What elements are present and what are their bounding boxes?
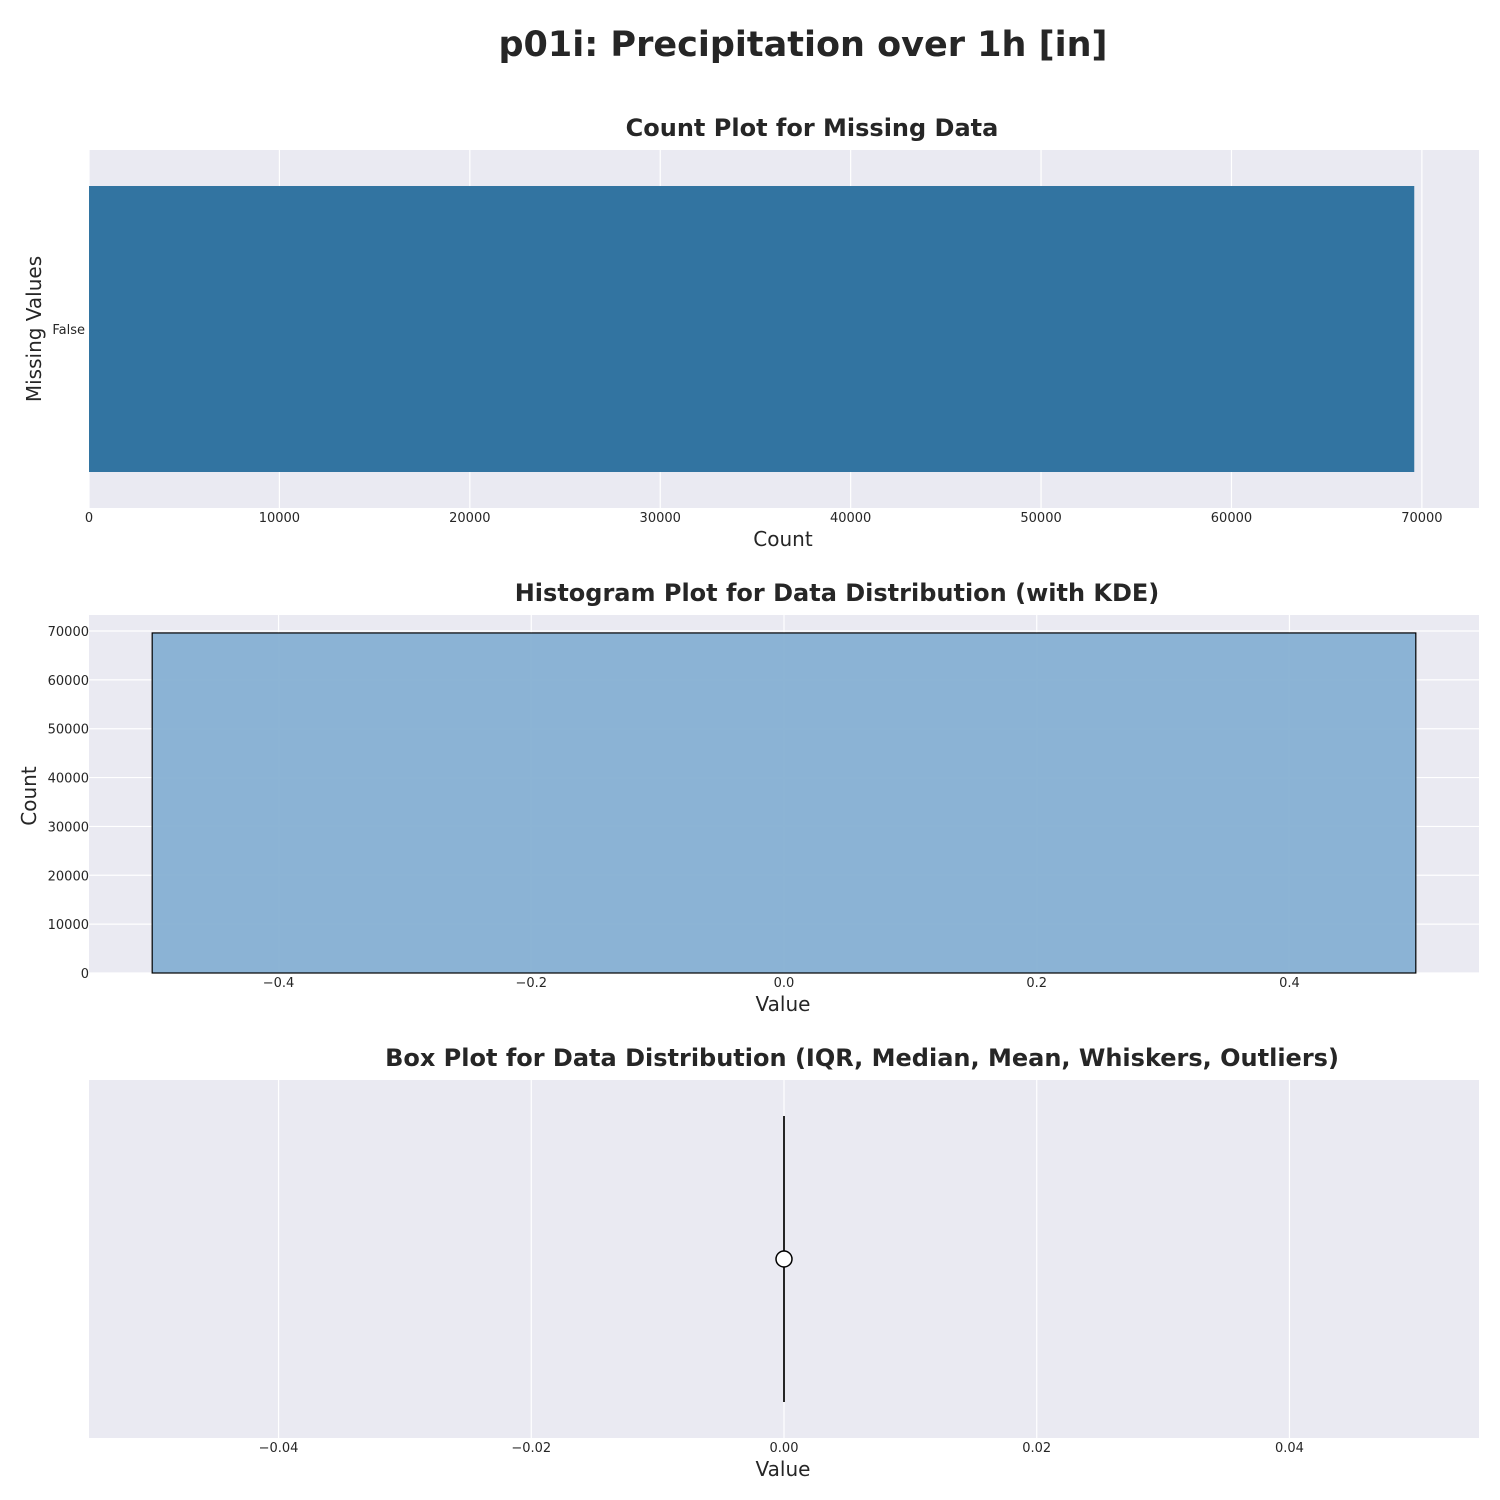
box-plot-xtick-label: −0.04 xyxy=(259,1441,299,1456)
count-plot-xtick-label: 50000 xyxy=(1020,511,1061,526)
histogram-ytick-label: 50000 xyxy=(48,723,89,738)
histogram-panel: −0.4 −0.2 0.0 0.2 0.4 0 10000 20000 30000 40000 50… xyxy=(17,579,1479,1016)
box-plot-xtick-label: 0.02 xyxy=(1022,1441,1051,1456)
count-plot-xtick-label: 20000 xyxy=(449,511,490,526)
count-plot-title: Count Plot for Missing Data xyxy=(626,114,999,142)
histogram-ytick-label: 30000 xyxy=(48,820,89,835)
histogram-ylabel: Count xyxy=(17,766,41,826)
count-plot-xtick-label: 30000 xyxy=(640,511,681,526)
histogram-ytick-label: 10000 xyxy=(48,918,89,933)
count-plot-xtick-label: 70000 xyxy=(1401,511,1442,526)
box-plot-xlabel: Value xyxy=(756,1457,811,1481)
count-plot-xtick-label: 40000 xyxy=(830,511,871,526)
histogram-ytick-label: 40000 xyxy=(48,772,89,787)
count-plot-ytick-label: False xyxy=(52,323,85,338)
count-plot-xlabel: Count xyxy=(753,527,813,551)
histogram-ytick-label: 0 xyxy=(81,967,89,982)
count-bar xyxy=(89,186,1415,472)
box-plot-panel: −0.04 −0.02 0.00 0.02 0.04 Box Plot for Data… xyxy=(89,1044,1479,1481)
count-plot-panel: 0 10000 20000 30000 40000 50000 60000 70000 Fals… xyxy=(22,114,1479,551)
histogram-xlabel: Value xyxy=(756,992,811,1016)
count-plot-xtick-label: 10000 xyxy=(259,511,300,526)
count-plot-ylabel: Missing Values xyxy=(22,256,46,402)
figure-suptitle: p01i: Precipitation over 1h [in] xyxy=(498,25,1107,65)
histogram-ytick-label: 60000 xyxy=(48,674,89,689)
box-plot-xtick-label: 0.00 xyxy=(770,1441,799,1456)
count-plot-xtick-label: 0 xyxy=(85,511,93,526)
histogram-xtick-label: −0.4 xyxy=(263,976,295,991)
box-plot-title: Box Plot for Data Distribution (IQR, Med… xyxy=(385,1044,1339,1072)
histogram-title: Histogram Plot for Data Distribution (wi… xyxy=(515,579,1160,607)
histogram-xtick-label: 0.4 xyxy=(1279,976,1300,991)
histogram-xtick-label: 0.2 xyxy=(1026,976,1047,991)
histogram-xtick-label: −0.2 xyxy=(515,976,547,991)
histogram-ytick-label: 20000 xyxy=(48,869,89,884)
box-mean-marker xyxy=(775,1250,793,1268)
box-plot-xtick-label: 0.04 xyxy=(1275,1441,1304,1456)
count-plot-xtick-label: 60000 xyxy=(1211,511,1252,526)
histogram-ytick-label: 70000 xyxy=(48,625,89,640)
histogram-bar xyxy=(151,632,1417,974)
histogram-xtick-label: 0.0 xyxy=(774,976,795,991)
box-plot-xtick-label: −0.02 xyxy=(511,1441,551,1456)
